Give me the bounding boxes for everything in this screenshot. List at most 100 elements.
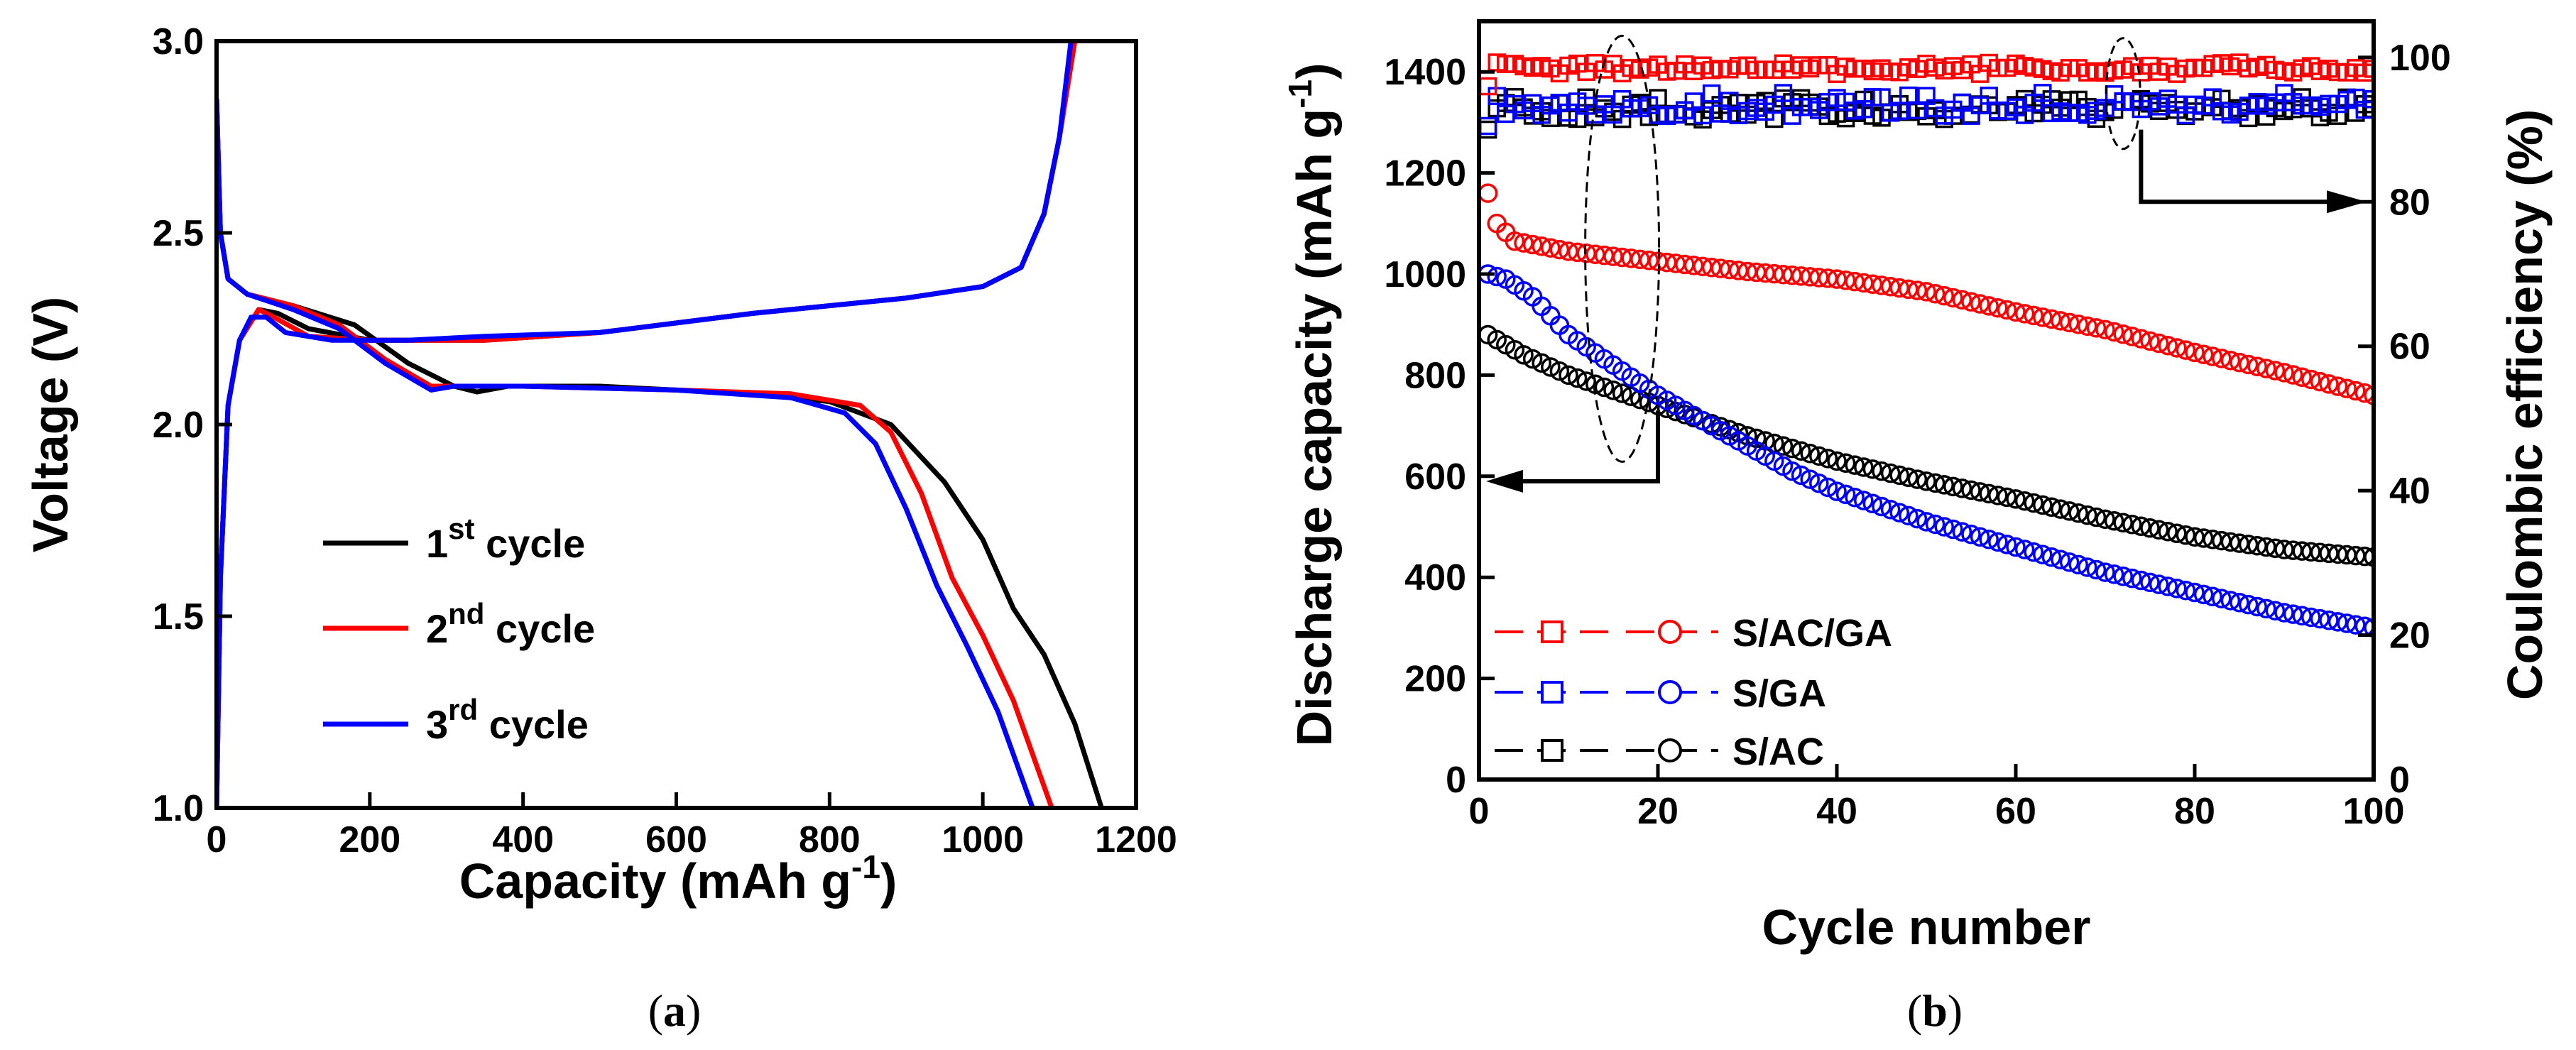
capacity-point-s-ac [2131,516,2151,537]
y2-tick-label: 100 [2389,38,2451,79]
y-tick-label: 0 [1446,760,1466,801]
capacity-point-s-ga [2256,598,2276,619]
capacity-point-s-ac-ga [2301,369,2321,390]
y-tick-label: 400 [1404,557,1466,598]
capacity-point-s-ac [1621,386,1641,407]
legend-circle-s-ac [1658,738,1682,762]
capacity-point-s-ac-ga [2158,335,2178,356]
capacity-point-s-ga [2310,608,2330,629]
capacity-point-s-ac-ga [2283,365,2303,385]
capacity-point-s-ac [2033,495,2053,515]
capacity-point-s-ac [1827,451,1847,471]
capacity-point-s-ga [1854,491,1874,510]
capacity-point-s-ac [2176,525,2196,545]
y2-tick-label: 60 [2389,327,2430,368]
capacity-point-s-ac-ga [2238,354,2259,375]
capacity-point-s-ga [1952,522,1972,542]
legend-label-3rd-cycle: 3rd cycle [426,693,589,747]
capacity-point-s-ac-ga [2078,316,2097,337]
panel-a-axes-frame [214,39,1138,810]
capacity-point-s-ga [1487,266,1507,287]
capacity-point-s-ga [1800,469,1820,489]
y2-tick-label: 20 [2389,616,2430,657]
capacity-point-s-ga [1862,493,1883,513]
x-tick-label: 60 [1995,791,2036,832]
capacity-point-s-ga [2149,574,2169,594]
efficiency-point-s-ac [1479,120,1497,139]
capacity-point-s-ga [1970,527,1990,547]
capacity-point-s-ac [1773,436,1794,456]
capacity-point-s-ga [2122,568,2142,589]
capacity-point-s-ac-ga [1961,292,1981,312]
legend-label-1st-cycle: 1st cycle [426,512,585,566]
capacity-point-s-ga [2176,580,2196,601]
capacity-point-s-ac [1952,478,1972,498]
y-tick-label: 3.0 [153,21,204,62]
y-tick-label: 2.5 [153,213,204,254]
y-tick-label: 2.0 [153,405,204,446]
capacity-point-s-ac [1916,471,1936,491]
panel-b-caption: (b) [1907,985,1963,1036]
capacity-point-s-ga [2265,601,2286,620]
capacity-point-s-ac-ga [2176,340,2196,360]
capacity-point-s-ac-ga [1970,294,1990,314]
series-2nd-cycle-charge-line [217,41,1078,808]
efficiency-ellipse [2105,37,2141,151]
capacity-point-s-ac-ga [1952,290,1972,310]
capacity-point-s-ac [2158,522,2178,542]
capacity-point-s-ac-ga [2337,378,2357,399]
capacity-point-s-ac-ga [2140,331,2160,351]
capacity-point-s-ac-ga [2014,304,2035,324]
x-tick-label: 0 [1469,791,1490,832]
capacity-point-s-ac-ga [1532,236,1551,256]
capacity-point-s-ga [2327,612,2348,632]
panel-b-annotations [1486,34,2367,493]
capacity-point-s-ac-ga [2104,322,2124,342]
capacity-point-s-ac-ga [2247,356,2267,377]
capacity-point-s-ga [2167,579,2187,598]
capacity-point-s-ga [1907,508,1928,529]
capacity-point-s-ga [2158,576,2178,596]
capacity-point-s-ga [2238,594,2259,615]
capacity-point-s-ga [1916,512,1936,532]
capacity-point-s-ac-ga [1505,231,1525,251]
capacity-point-s-ac [1979,483,1999,504]
x-tick-label: 40 [1816,791,1857,832]
capacity-point-s-ac-ga [2033,307,2053,327]
capacity-point-s-ac [1576,371,1596,391]
capacity-point-s-ga [2247,596,2267,617]
capacity-point-s-ga [1979,530,1999,549]
capacity-point-s-ac [2140,518,2160,538]
efficiency-point-s-ga [1479,116,1497,136]
legend-circle-s-ga [1658,680,1682,704]
x-tick-label: 80 [2174,791,2215,832]
capacity-point-s-ac [1880,463,1901,483]
capacity-point-s-ga [2024,542,2043,562]
capacity-point-s-ac [2051,499,2070,519]
capacity-point-s-ac [1559,365,1578,385]
capacity-point-s-ga [1943,519,1963,540]
capacity-point-s-ac [1514,345,1534,365]
capacity-point-s-ac [2068,503,2088,523]
panel-b-marks [1479,53,2374,638]
capacity-point-s-ga [1880,500,1901,520]
capacity-point-s-ac [1862,459,1883,479]
capacity-point-s-ac [1845,455,1865,475]
capacity-point-s-ga [2078,557,2097,577]
capacity-point-s-ga [2051,549,2070,570]
capacity-point-s-ac [2006,489,2026,509]
capacity-point-s-ga [2014,540,2035,559]
capacity-point-s-ac [1961,480,1981,501]
capacity-point-s-ac-ga [1514,233,1534,253]
left-axis-arrow-head [1486,469,1523,493]
capacity-point-s-ga [1835,484,1856,505]
x-tick-label: 200 [339,819,400,860]
capacity-point-s-ga [2086,559,2107,580]
y-tick-label: 1400 [1384,52,1466,93]
capacity-point-s-ga [1925,514,1945,535]
efficiency-point-s-ga [1774,84,1793,102]
capacity-point-s-ac-ga [1997,300,2017,320]
capacity-point-s-ac [1889,465,1909,486]
capacity-point-s-ga [2006,537,2026,557]
capacity-point-s-ac-ga [2086,318,2107,338]
